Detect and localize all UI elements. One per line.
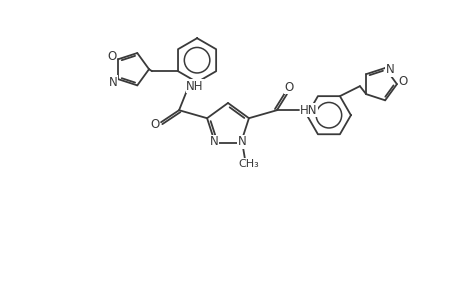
Text: N: N bbox=[109, 76, 118, 89]
Text: O: O bbox=[107, 50, 117, 63]
Text: CH₃: CH₃ bbox=[238, 159, 259, 169]
Text: O: O bbox=[397, 75, 407, 88]
Text: N: N bbox=[385, 64, 394, 76]
Text: N: N bbox=[209, 135, 218, 148]
Text: NH: NH bbox=[186, 80, 203, 93]
Text: O: O bbox=[150, 118, 159, 131]
Text: HN: HN bbox=[300, 104, 317, 117]
Text: O: O bbox=[284, 81, 293, 94]
Text: N: N bbox=[237, 135, 246, 148]
